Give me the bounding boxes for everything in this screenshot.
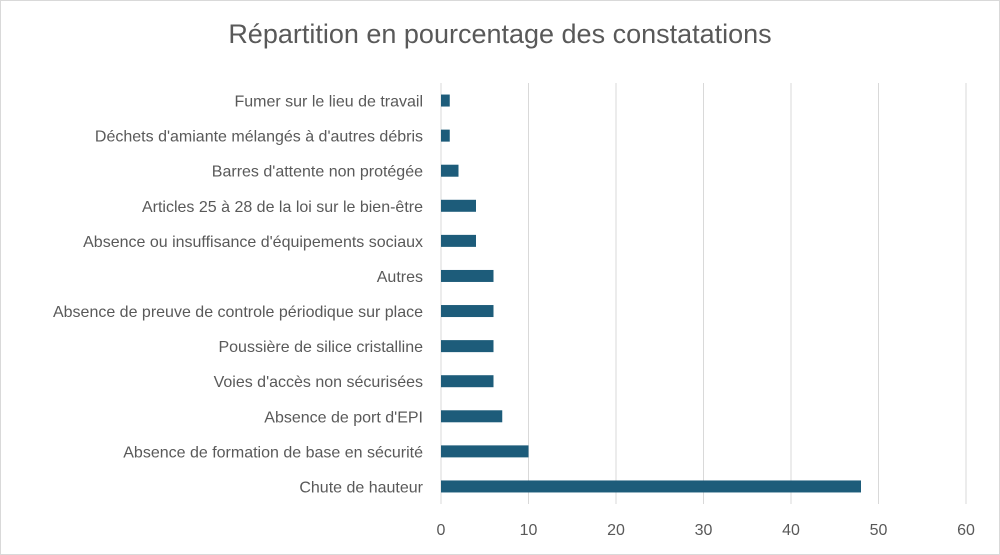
chart-title: Répartition en pourcentage des constatat… <box>228 19 772 49</box>
x-tick-label: 40 <box>782 522 800 539</box>
bar <box>441 410 503 423</box>
category-label: Poussière de silice cristalline <box>218 339 423 356</box>
category-label: Absence de preuve de controle périodique… <box>53 304 423 321</box>
category-label: Absence de port d'EPI <box>264 409 423 426</box>
category-label: Fumer sur le lieu de travail <box>234 94 423 111</box>
bar <box>441 164 459 177</box>
bar <box>441 375 494 388</box>
x-tick-label: 20 <box>607 522 625 539</box>
x-tick-label: 30 <box>695 522 713 539</box>
category-labels: Fumer sur le lieu de travail Déchets d'am… <box>53 94 424 497</box>
bar <box>441 129 450 142</box>
bar <box>441 480 861 493</box>
bar <box>441 234 476 247</box>
x-tick-label: 0 <box>437 522 446 539</box>
x-tick-label: 50 <box>870 522 888 539</box>
category-label: Absence ou insuffisance d'équipements so… <box>83 234 423 251</box>
gridlines <box>440 83 967 504</box>
bar <box>441 445 529 458</box>
bar <box>441 340 494 353</box>
x-tick-label: 10 <box>520 522 538 539</box>
bar <box>441 199 476 212</box>
category-label: Chute de hauteur <box>299 479 423 496</box>
bar <box>441 269 494 282</box>
x-axis-tick-labels: 0 10 20 30 40 50 60 <box>437 522 975 539</box>
bar <box>441 94 450 107</box>
category-label: Autres <box>377 269 423 286</box>
category-label: Déchets d'amiante mélangés à d'autres dé… <box>95 129 423 146</box>
category-label: Barres d'attente non protégée <box>212 164 423 181</box>
x-tick-label: 60 <box>957 522 975 539</box>
bar <box>441 305 494 318</box>
category-label: Voies d'accès non sécurisées <box>214 374 423 391</box>
category-label: Absence de formation de base en sécurité <box>123 444 423 461</box>
bars <box>441 94 861 493</box>
category-label: Articles 25 à 28 de la loi sur le bien-ê… <box>142 199 423 216</box>
